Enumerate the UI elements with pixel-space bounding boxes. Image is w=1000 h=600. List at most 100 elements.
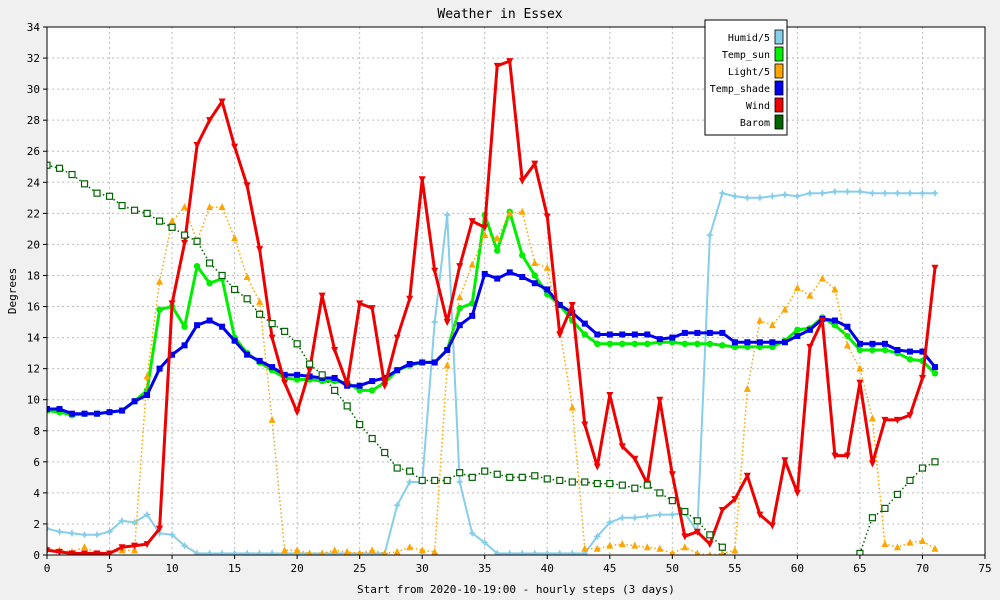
data-point-temp-shade bbox=[481, 270, 488, 277]
data-point-barom bbox=[143, 209, 151, 217]
data-point-temp-sun bbox=[181, 323, 188, 330]
data-point-humid-5 bbox=[393, 501, 402, 510]
data-point-temp-shade bbox=[619, 331, 626, 338]
data-point-wind bbox=[306, 367, 314, 375]
data-point-barom bbox=[231, 285, 239, 294]
data-point-barom bbox=[343, 402, 351, 410]
data-point-wind bbox=[531, 160, 539, 168]
data-point-barom bbox=[493, 470, 501, 478]
data-point-light-5 bbox=[156, 277, 164, 285]
data-point-temp-sun bbox=[293, 376, 301, 383]
data-point-light-5 bbox=[669, 549, 676, 555]
data-point-temp-shade bbox=[169, 351, 176, 358]
y-tick-label: 0 bbox=[33, 549, 40, 562]
data-point-temp-sun bbox=[356, 387, 363, 394]
data-point-humid-5 bbox=[580, 549, 589, 555]
data-point-temp-shade bbox=[69, 410, 76, 417]
data-point-barom bbox=[55, 164, 64, 172]
data-point-humid-5 bbox=[918, 189, 927, 198]
data-point-wind bbox=[656, 396, 664, 404]
data-point-temp-shade bbox=[431, 359, 438, 366]
data-point-barom bbox=[681, 507, 689, 516]
data-point-temp-shade bbox=[394, 367, 401, 374]
data-point-light-5 bbox=[506, 209, 514, 217]
data-point-barom bbox=[443, 476, 451, 485]
data-point-temp-sun bbox=[156, 306, 163, 313]
data-point-temp-shade bbox=[206, 317, 213, 324]
data-point-wind bbox=[468, 218, 476, 226]
data-point-humid-5 bbox=[880, 189, 889, 198]
data-point-wind bbox=[581, 421, 589, 429]
data-point-light-5 bbox=[418, 546, 426, 554]
data-point-wind bbox=[56, 548, 64, 555]
data-point-wind bbox=[181, 239, 189, 247]
legend-label-barom: Barom bbox=[740, 118, 770, 129]
data-point-humid-5 bbox=[768, 192, 777, 201]
data-point-temp-shade bbox=[231, 337, 238, 344]
legend-box bbox=[704, 19, 788, 136]
x-tick-label: 40 bbox=[541, 562, 554, 575]
data-point-barom bbox=[481, 467, 489, 475]
data-point-light-5 bbox=[468, 260, 476, 268]
x-tick-label: 5 bbox=[106, 562, 113, 575]
legend: Humid/5 Temp_sun Light/5 Temp_shade Wind Baro… bbox=[704, 19, 788, 136]
data-point-light-5 bbox=[743, 384, 751, 392]
data-point-temp-sun bbox=[456, 304, 463, 312]
data-point-wind bbox=[256, 246, 264, 254]
data-point-light-5 bbox=[681, 543, 689, 551]
data-point-light-5 bbox=[393, 547, 401, 555]
y-tick-label: 24 bbox=[27, 176, 41, 189]
data-point-barom bbox=[168, 223, 176, 231]
data-point-light-5 bbox=[443, 361, 451, 369]
data-point-temp-shade bbox=[544, 286, 551, 293]
data-point-temp-shade bbox=[806, 326, 813, 333]
data-point-wind bbox=[918, 374, 926, 382]
data-point-temp-shade bbox=[244, 351, 251, 358]
data-point-temp-sun bbox=[494, 247, 501, 254]
data-point-temp-shade bbox=[119, 407, 126, 414]
data-point-temp-shade bbox=[131, 398, 138, 405]
data-point-wind bbox=[543, 213, 551, 221]
data-point-temp-shade bbox=[356, 382, 363, 389]
x-tick-label: 10 bbox=[165, 562, 178, 575]
data-point-humid-5 bbox=[105, 527, 114, 536]
y-tick-label: 20 bbox=[27, 238, 40, 251]
data-point-humid-5 bbox=[268, 549, 277, 555]
data-point-barom bbox=[93, 189, 101, 197]
data-point-wind bbox=[706, 541, 714, 549]
data-point-wind bbox=[881, 416, 889, 424]
data-point-wind bbox=[856, 379, 864, 387]
data-point-wind bbox=[731, 496, 739, 504]
data-point-temp-shade bbox=[94, 410, 101, 417]
data-point-barom bbox=[668, 497, 676, 505]
data-point-light-5 bbox=[256, 297, 264, 305]
series-temp-shade bbox=[47, 269, 938, 417]
data-point-wind bbox=[393, 334, 401, 342]
data-point-humid-5 bbox=[55, 527, 64, 536]
data-point-wind bbox=[631, 455, 639, 463]
data-point-barom bbox=[205, 259, 214, 267]
data-point-light-5 bbox=[243, 273, 251, 281]
data-point-wind bbox=[493, 62, 501, 70]
series-line-wind bbox=[47, 59, 937, 555]
data-point-temp-shade bbox=[219, 323, 226, 330]
data-point-light-5 bbox=[356, 549, 363, 555]
data-point-light-5 bbox=[707, 551, 712, 555]
data-point-wind bbox=[743, 472, 751, 480]
data-point-wind bbox=[143, 541, 151, 549]
data-point-wind bbox=[206, 117, 214, 125]
data-point-barom bbox=[918, 464, 927, 472]
data-point-barom bbox=[105, 192, 114, 200]
data-point-humid-5 bbox=[430, 318, 439, 327]
legend-swatch-temp-sun bbox=[774, 46, 784, 62]
data-point-barom bbox=[80, 180, 89, 188]
y-tick-label: 26 bbox=[27, 145, 40, 158]
data-point-wind bbox=[568, 301, 576, 309]
legend-swatch-humid-5 bbox=[774, 29, 784, 45]
data-point-wind bbox=[418, 176, 426, 184]
data-point-barom bbox=[706, 531, 714, 539]
data-point-light-5 bbox=[568, 403, 576, 411]
data-point-humid-5 bbox=[855, 187, 864, 196]
chart-title: Weather in Essex bbox=[437, 7, 562, 22]
x-tick-label: 35 bbox=[478, 562, 491, 575]
